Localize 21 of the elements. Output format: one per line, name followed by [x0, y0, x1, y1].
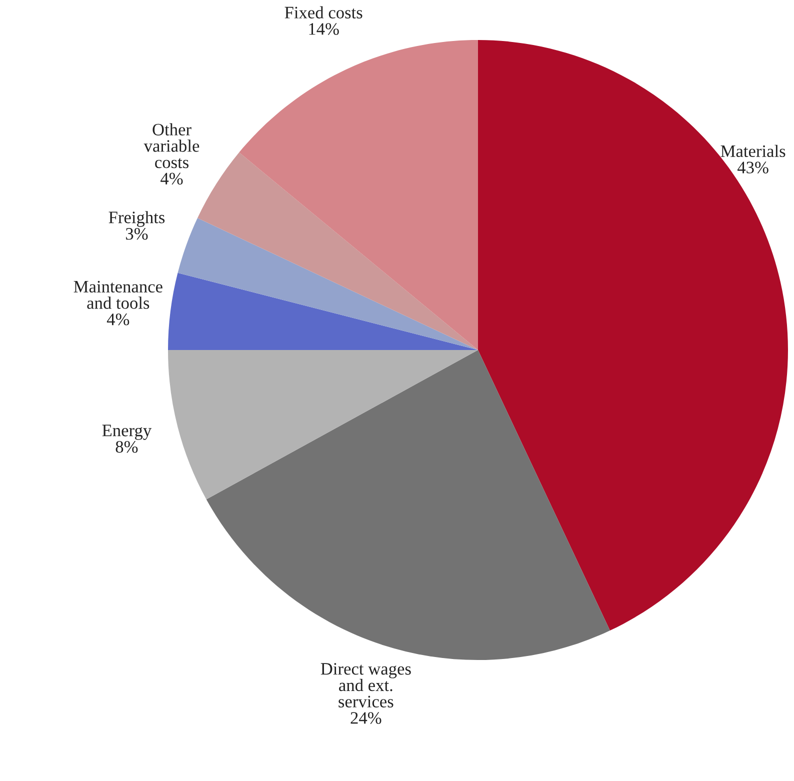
data-label: 43%	[737, 162, 768, 174]
pie-slice	[168, 350, 478, 500]
data-label: 4%	[160, 172, 183, 185]
slice-label: Other variable costs	[144, 123, 200, 168]
slice-label: Materials	[720, 144, 786, 158]
slice-label: Energy	[102, 424, 152, 440]
data-label: 14%	[309, 23, 339, 35]
slice-label: Freights	[108, 211, 165, 227]
pie-slice	[178, 218, 478, 350]
pie-slice	[206, 350, 610, 660]
data-label: 24%	[350, 712, 382, 724]
data-label: 3%	[126, 228, 148, 240]
pie-slice	[168, 272, 478, 350]
slice-label: Direct wages and ext. services	[320, 663, 411, 708]
data-label: 8%	[116, 441, 138, 453]
slice-label: Maintenance and tools	[74, 280, 162, 309]
slice-label: Fixed costs	[284, 6, 362, 18]
pie-slice	[198, 152, 478, 350]
pie-slice	[478, 40, 788, 630]
pie-slice	[239, 40, 478, 350]
data-label: 4%	[106, 314, 130, 326]
